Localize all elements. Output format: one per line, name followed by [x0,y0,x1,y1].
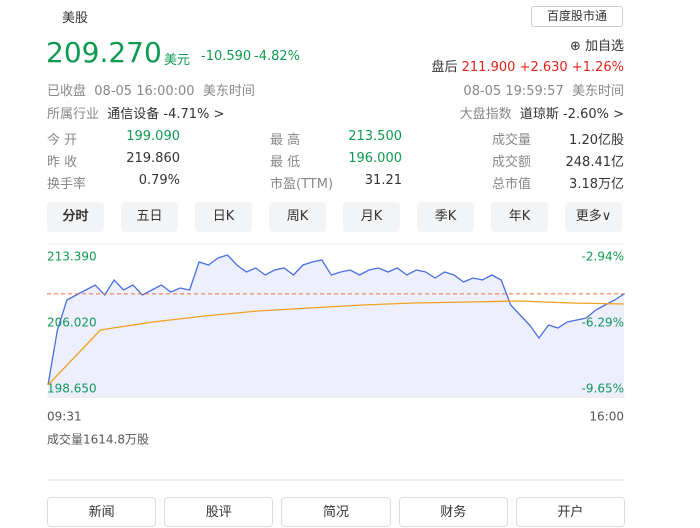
stat-label: 最 低 [270,155,301,170]
nav-button[interactable]: 新闻 [47,497,157,527]
status-row: 已收盘 08-05 16:00:00 美东时间 [47,80,255,99]
x-start: 09:31 [47,410,82,424]
stat-value: 0.79% [138,173,180,188]
tab[interactable]: 分时 [47,202,104,232]
industry-row[interactable]: 所属行业 通信设备 -4.71% > [47,103,224,122]
stat-value: 3.18万亿 [569,177,624,192]
after-price: 211.900 [461,60,516,75]
y-tick-label: 213.390 [47,250,97,264]
page: {"header":{"market":"美股","service":"百度股市… [46,6,626,527]
volume-label: 成交量1614.8万股 [47,432,149,447]
tz: 美东时间 [202,84,255,99]
y2-tick-label: -9.65% [582,382,624,396]
stat-label: 市盈(TTM) [270,177,334,192]
currency: 美元 [164,53,191,68]
tab[interactable]: 年K [491,202,548,232]
stat-value: 31.21 [364,173,402,188]
service-button[interactable]: 百度股市通 [531,6,623,27]
tab[interactable]: 季K [417,202,474,232]
after-label: 盘后 [431,60,458,75]
stat-value: 213.500 [348,129,402,144]
y2-tick-label: -6.29% [582,315,624,329]
stat-label: 成交额 [492,155,532,170]
stat-label: 成交量 [492,133,532,148]
market: 美股 [62,11,89,26]
y-tick-label: 206.020 [47,316,97,330]
industry: 通信设备 -4.71% > [107,107,225,122]
index: 道琼斯 -2.60% > [519,107,624,122]
after-time: 08-05 19:59:57 [463,84,564,99]
after-time-row: 08-05 19:59:57 美东时间 [463,80,624,99]
after-hours: 盘后 211.900 +2.630 +1.26% [431,56,624,75]
after-change: +2.630 [519,60,568,75]
after-pct: +1.26% [571,60,624,75]
tab[interactable]: 五日 [121,202,178,232]
price-area [48,255,624,396]
stat-label: 昨 收 [47,155,78,170]
nav-button[interactable]: 股评 [164,497,274,527]
series-line [47,300,625,386]
series-line [47,254,625,386]
x-end: 16:00 [589,410,624,424]
stat-value: 248.41亿 [565,155,625,170]
stat-value: 219.860 [126,151,180,166]
stat-label: 今 开 [47,133,78,148]
stat-label: 最 高 [270,133,301,148]
tab[interactable]: 更多∨ [565,202,622,232]
index-row[interactable]: 大盘指数 道琼斯 -2.60% > [460,103,624,122]
status: 已收盘 [47,84,87,99]
tab[interactable]: 月K [343,202,400,232]
stat-label: 总市值 [492,177,532,192]
stat-value: 196.000 [348,151,402,166]
nav-button[interactable]: 财务 [398,497,508,527]
y2-tick-label: -2.94% [582,250,624,264]
tab[interactable]: 日K [195,202,252,232]
nav-button[interactable]: 开户 [515,497,626,527]
y-tick-label: 198.650 [47,382,97,396]
stat-label: 换手率 [47,177,87,192]
stat-value: 1.20亿股 [569,133,624,148]
nav-button[interactable]: 简况 [281,497,391,527]
change: -10.590 [201,49,252,64]
after-tz: 美东时间 [571,84,624,99]
stat-value: 199.090 [126,129,180,144]
index-label: 大盘指数 [459,107,512,122]
chart: 09:31 16:00 成交量1614.8万股 213.390 206.020 19… [47,243,625,481]
change-pct: -4.82% [254,49,300,64]
industry-label: 所属行业 [47,107,100,122]
time: 08-05 16:00:00 [94,84,195,99]
tab[interactable]: 周K [269,202,326,232]
price: 209.270 [46,36,162,69]
buttons: 新闻 股评 简况 财务 开户 [47,497,626,527]
watch-button[interactable]: ⊕ 加自选 [569,39,624,54]
